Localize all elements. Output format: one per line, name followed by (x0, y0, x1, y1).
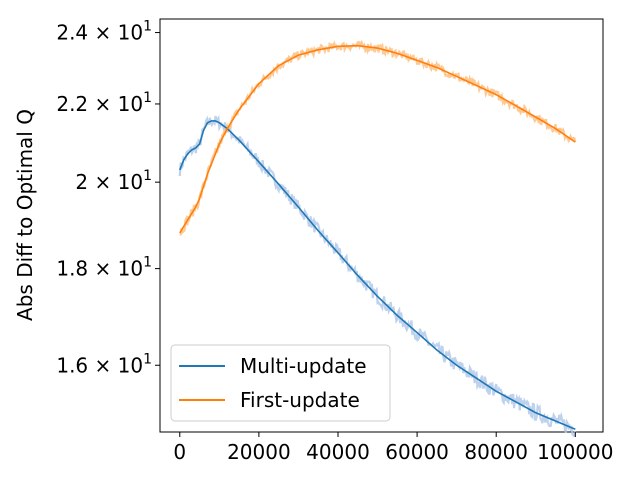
x-tick-label: 0 (173, 440, 186, 464)
series-line-2 (179, 44, 576, 234)
plot-frame (159, 18, 604, 433)
x-tick-label: 60000 (385, 440, 449, 464)
y-tick-label: 2.2 × 101 (56, 90, 152, 116)
series-line-1 (179, 120, 576, 430)
y-tick-label: 1.6 × 101 (56, 351, 152, 377)
y-tick-label: 2.4 × 101 (56, 19, 152, 45)
x-tick-label: 40000 (306, 440, 370, 464)
y-axis: 1.6 × 101 1.8 × 101 2 × 101 2.2 × 101 2.4 × … (56, 19, 160, 377)
y-tick-label: 1.8 × 101 (56, 255, 152, 281)
legend-label-1: Multi-update (240, 354, 367, 378)
x-tick-label: 100000 (537, 440, 613, 464)
series-band-2 (179, 39, 577, 236)
legend: Multi-update First-update (170, 344, 391, 422)
x-axis: 0 20000 40000 60000 80000 100000 (173, 432, 613, 464)
x-tick-label: 20000 (227, 440, 291, 464)
legend-box (170, 344, 391, 422)
x-tick-label: 80000 (464, 440, 528, 464)
series-lines (179, 44, 576, 430)
y-axis-label: Abs Diff to Optimal Q (13, 109, 37, 321)
y-tick-label: 2 × 101 (75, 168, 152, 194)
legend-label-2: First-update (240, 388, 360, 412)
